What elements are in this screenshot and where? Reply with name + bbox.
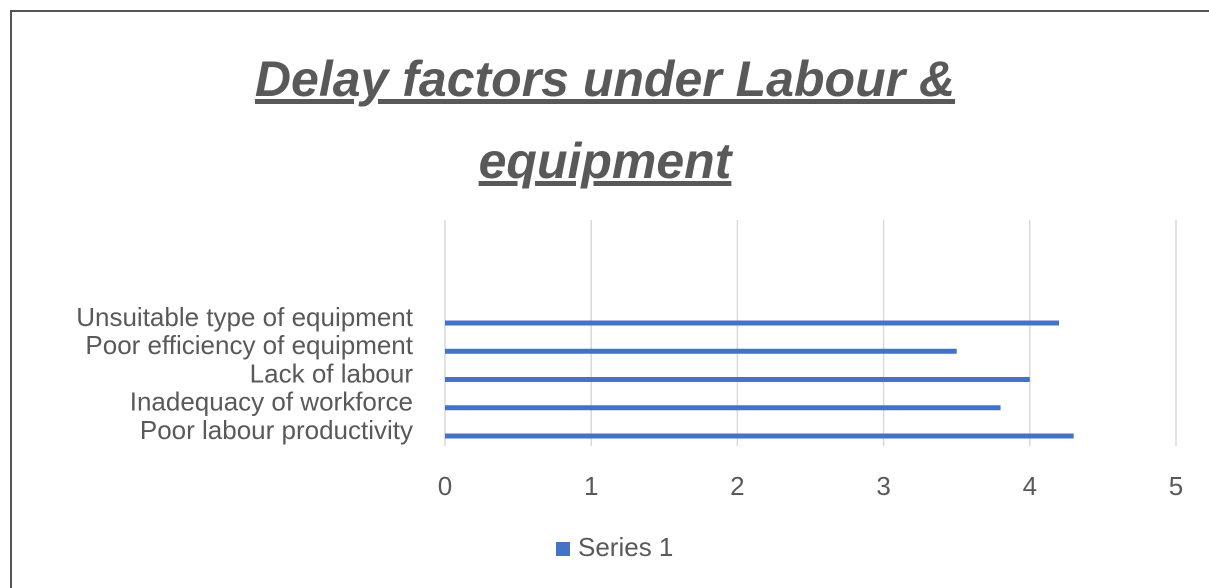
y-tick-label: Poor labour productivity: [140, 415, 413, 445]
bar: [445, 377, 1030, 382]
chart-frame: [10, 10, 1209, 588]
x-tick-label: 4: [1023, 471, 1037, 501]
legend-swatch: [556, 542, 570, 556]
bar: [445, 433, 1074, 439]
x-tick-label: 3: [876, 471, 890, 501]
y-tick-label: Poor efficiency of equipment: [85, 330, 413, 360]
chart-title: Delay factors under Labour & equipment: [254, 51, 956, 189]
y-tick-label: Unsuitable type of equipment: [76, 302, 414, 332]
x-tick-label: 1: [584, 471, 598, 501]
y-tick-label: Lack of labour: [250, 358, 414, 388]
x-tick-label: 0: [438, 471, 452, 501]
y-tick-label: Inadequacy of workforce: [130, 387, 413, 417]
x-tick-label: 5: [1169, 471, 1183, 501]
bar: [445, 320, 1060, 326]
bar: [445, 405, 1001, 411]
x-tick-label: 2: [730, 471, 744, 501]
bar: [445, 348, 957, 354]
legend-label: Series 1: [578, 532, 673, 562]
